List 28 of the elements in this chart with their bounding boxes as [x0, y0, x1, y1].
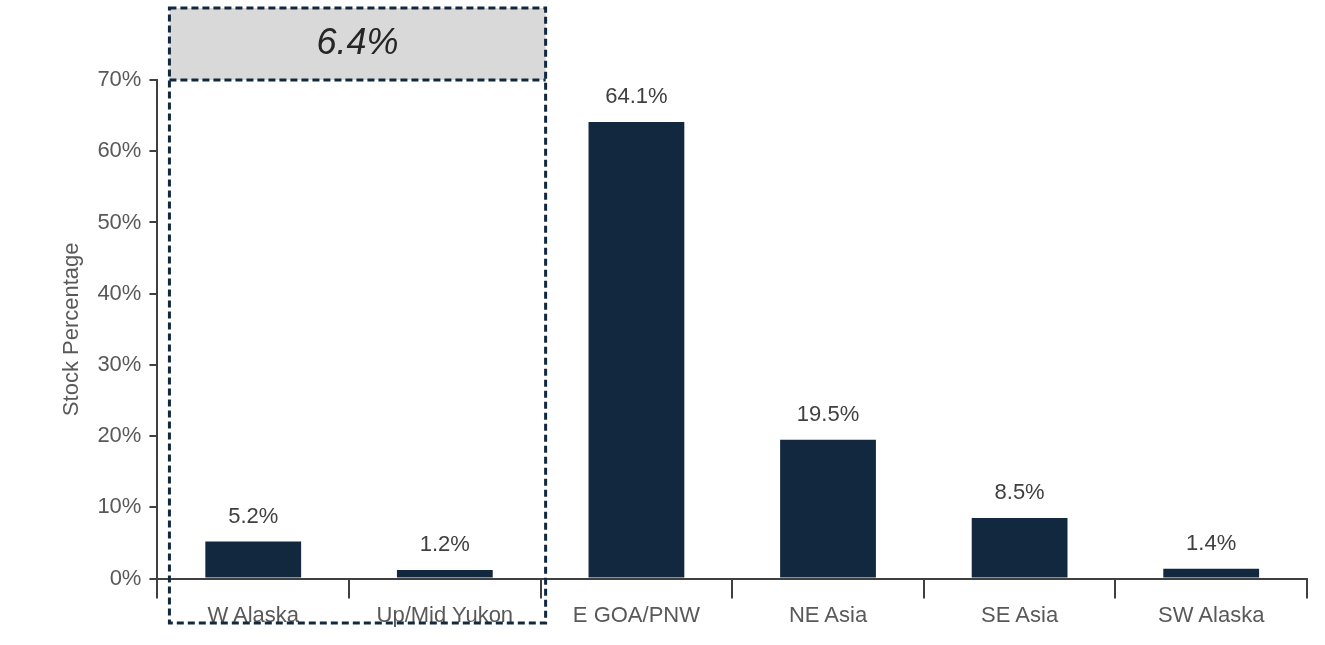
y-tick-label: 10%	[97, 493, 142, 519]
y-tick-label: 70%	[97, 66, 142, 92]
data-label: 8.5%	[994, 479, 1045, 505]
bar	[205, 541, 302, 578]
data-label: 19.5%	[796, 400, 860, 426]
y-tick-label: 50%	[97, 208, 142, 234]
bar	[780, 439, 876, 578]
x-tick-label: NE Asia	[788, 601, 868, 627]
y-tick-label: 20%	[97, 422, 142, 448]
data-label: 1.4%	[1186, 529, 1237, 555]
bar	[588, 122, 685, 578]
y-tick-label: 0%	[109, 564, 142, 590]
x-tick-label: E GOA/PNW	[572, 601, 701, 627]
text: 6.4%	[316, 21, 399, 63]
data-label: 64.1%	[605, 83, 668, 109]
y-axis-title: Stock Percentage	[58, 242, 84, 417]
y-tick-label: 60%	[97, 137, 142, 163]
y-tick-label: 30%	[97, 350, 142, 376]
y-tick-label: 40%	[97, 279, 142, 305]
x-tick-label: SW Alaska	[1158, 601, 1266, 627]
bar	[396, 570, 493, 578]
x-tick-label: W Alaska	[207, 601, 300, 627]
x-tick-label: Up/Mid Yukon	[376, 601, 514, 627]
data-label: 1.2%	[419, 531, 470, 557]
data-label: 5.2%	[228, 502, 279, 528]
x-tick-label: SE Asia	[981, 601, 1059, 627]
bar	[971, 518, 1068, 578]
bar	[1163, 568, 1260, 578]
